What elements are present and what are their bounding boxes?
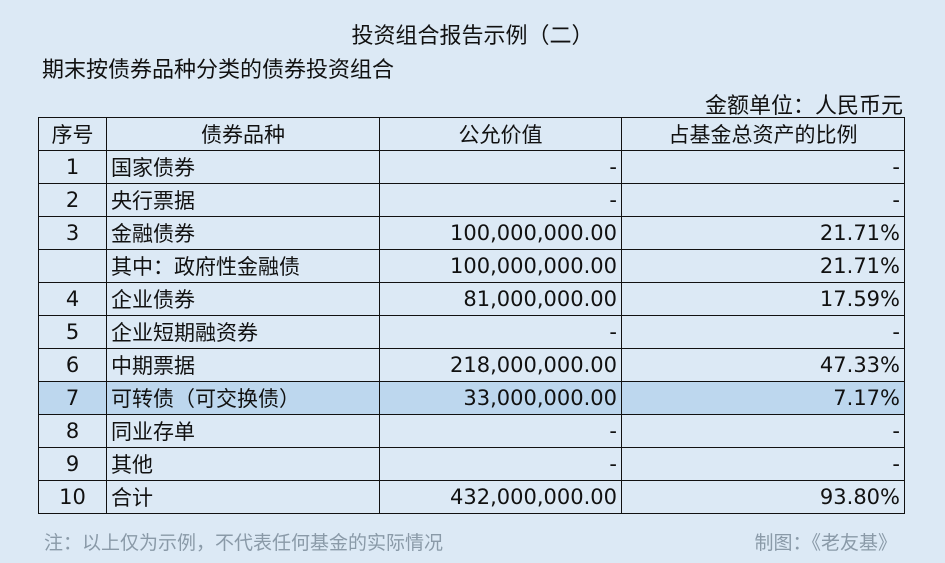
cell-value: 432,000,000.00 [379, 480, 622, 514]
cell-value: 100,000,000.00 [379, 249, 622, 283]
page-title: 投资组合报告示例（二） [351, 24, 594, 49]
cell-pct: 21.71% [621, 216, 905, 250]
cell-value: - [379, 414, 622, 448]
cell-no: 10 [38, 480, 107, 514]
cell-no: 5 [38, 315, 107, 349]
header-name: 债券品种 [106, 117, 380, 151]
cell-name: 中期票据 [106, 348, 380, 382]
cell-name: 国家债券 [106, 150, 380, 184]
cell-name: 企业债券 [106, 282, 380, 316]
cell-no: 7 [38, 381, 107, 415]
cell-name: 其他 [106, 447, 380, 481]
table-subtitle: 期末按债券品种分类的债券投资组合 [42, 58, 395, 83]
cell-pct: 47.33% [621, 348, 905, 382]
cell-value: - [379, 447, 622, 481]
table-row: 3 金融债券 100,000,000.00 21.71% [38, 216, 905, 250]
cell-pct: - [621, 414, 905, 448]
cell-no: 9 [38, 447, 107, 481]
table-row: 9 其他 - - [38, 447, 905, 481]
cell-value: - [379, 315, 622, 349]
cell-no: 6 [38, 348, 107, 382]
cell-pct: 7.17% [621, 381, 905, 415]
credit: 制图：《老友基》 [754, 532, 897, 554]
cell-no: 8 [38, 414, 107, 448]
table-row: 2 央行票据 - - [38, 183, 905, 217]
cell-pct: - [621, 315, 905, 349]
cell-name: 同业存单 [106, 414, 380, 448]
cell-pct: 17.59% [621, 282, 905, 316]
cell-no: 2 [38, 183, 107, 217]
cell-value: 100,000,000.00 [379, 216, 622, 250]
cell-value: 218,000,000.00 [379, 348, 622, 382]
cell-no: 3 [38, 216, 107, 250]
table-row: 7 可转债（可交换债） 33,000,000.00 7.17% [38, 381, 905, 415]
cell-pct: - [621, 447, 905, 481]
table-row: 6 中期票据 218,000,000.00 47.33% [38, 348, 905, 382]
cell-pct: 93.80% [621, 480, 905, 514]
header-value: 公允价值 [379, 117, 622, 151]
footnote: 注：以上仅为示例，不代表任何基金的实际情况 [44, 532, 444, 554]
cell-no: 4 [38, 282, 107, 316]
table-row: 5 企业短期融资券 - - [38, 315, 905, 349]
table-header-row: 序号 债券品种 公允价值 占基金总资产的比例 [38, 117, 905, 151]
cell-name: 合计 [106, 480, 380, 514]
table-row: 1 国家债券 - - [38, 150, 905, 184]
table-row: 其中：政府性金融债 100,000,000.00 21.71% [38, 249, 905, 283]
cell-value: - [379, 183, 622, 217]
cell-pct: 21.71% [621, 249, 905, 283]
cell-name: 央行票据 [106, 183, 380, 217]
cell-no: 1 [38, 150, 107, 184]
cell-name: 金融债券 [106, 216, 380, 250]
cell-name: 其中：政府性金融债 [106, 249, 380, 283]
header-no: 序号 [38, 117, 107, 151]
table-row: 4 企业债券 81,000,000.00 17.59% [38, 282, 905, 316]
cell-value: 33,000,000.00 [379, 381, 622, 415]
cell-value: - [379, 150, 622, 184]
cell-name: 可转债（可交换债） [106, 381, 380, 415]
cell-name: 企业短期融资券 [106, 315, 380, 349]
unit-label: 金额单位：人民币元 [704, 94, 903, 119]
table-row: 10 合计 432,000,000.00 93.80% [38, 480, 905, 514]
cell-pct: - [621, 183, 905, 217]
cell-value: 81,000,000.00 [379, 282, 622, 316]
cell-pct: - [621, 150, 905, 184]
bond-portfolio-table: 序号 债券品种 公允价值 占基金总资产的比例 1 国家债券 - -2 央行票据 - -3 金融… [38, 117, 905, 514]
table-row: 8 同业存单 - - [38, 414, 905, 448]
cell-no [38, 249, 107, 283]
header-pct: 占基金总资产的比例 [621, 117, 905, 151]
